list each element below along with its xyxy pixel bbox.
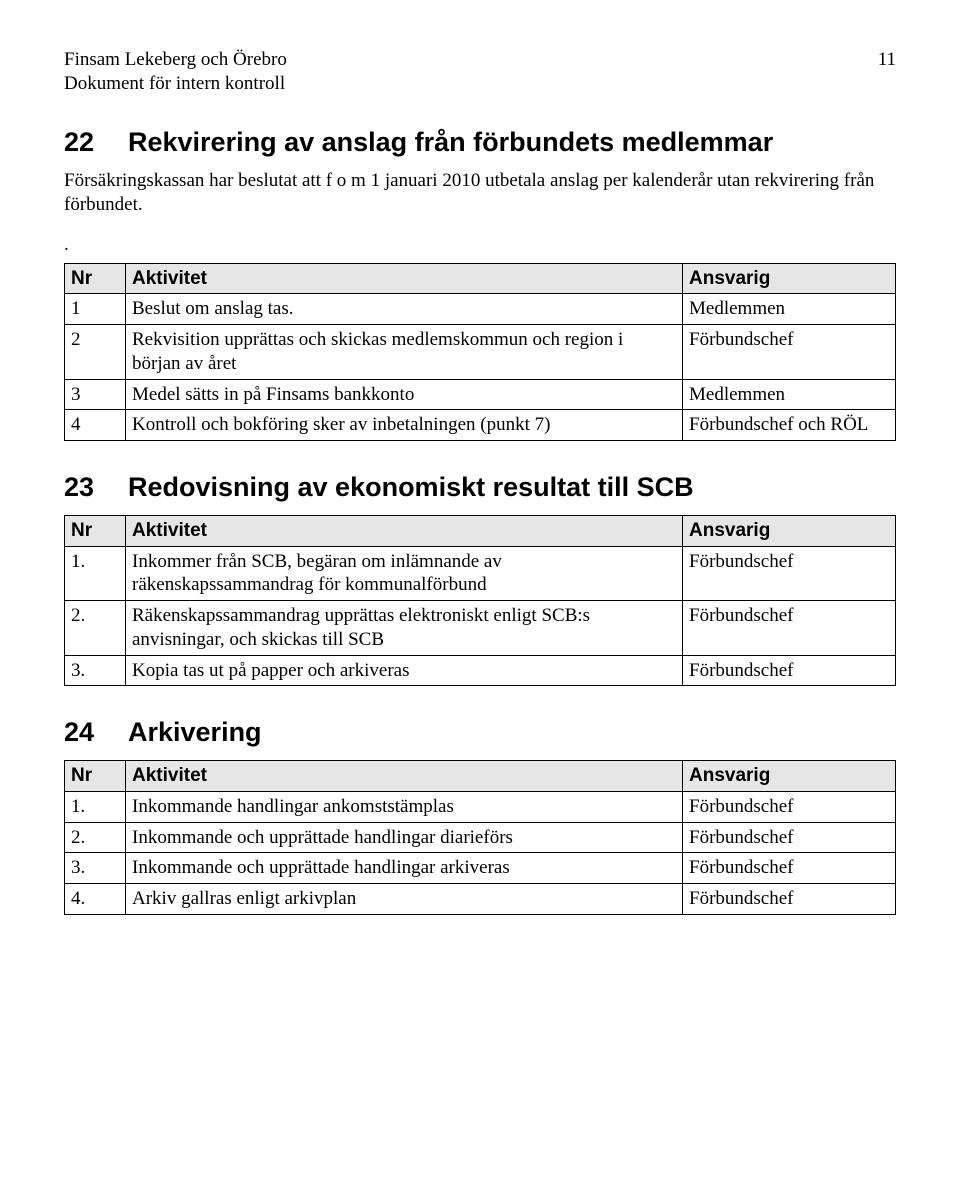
- header-line2: Dokument för intern kontroll: [64, 72, 287, 96]
- section-24-num: 24: [64, 716, 128, 750]
- section-22-paragraph: Försäkringskassan har beslutat att f o m…: [64, 169, 896, 217]
- page-number: 11: [878, 48, 896, 72]
- header-line1: Finsam Lekeberg och Örebro: [64, 48, 287, 72]
- cell-aktivitet: Kontroll och bokföring sker av inbetalni…: [126, 410, 683, 441]
- table-row: 1 Beslut om anslag tas. Medlemmen: [65, 294, 896, 325]
- header-left: Finsam Lekeberg och Örebro Dokument för …: [64, 48, 287, 96]
- cell-aktivitet: Arkiv gallras enligt arkivplan: [126, 884, 683, 915]
- cell-nr: 4.: [65, 884, 126, 915]
- section-22-dot: .: [64, 233, 896, 257]
- cell-aktivitet: Inkommande och upprättade handlingar ark…: [126, 853, 683, 884]
- section-22-title: 22 Rekvirering av anslag från förbundets…: [64, 126, 896, 160]
- cell-aktivitet: Räkenskapssammandrag upprättas elektroni…: [126, 601, 683, 656]
- cell-aktivitet: Inkommande handlingar ankomststämplas: [126, 791, 683, 822]
- cell-nr: 4: [65, 410, 126, 441]
- col-aktivitet: Aktivitet: [126, 515, 683, 546]
- table-row: 2. Räkenskapssammandrag upprättas elektr…: [65, 601, 896, 656]
- section-23-num: 23: [64, 471, 128, 505]
- cell-nr: 3: [65, 379, 126, 410]
- cell-nr: 1: [65, 294, 126, 325]
- cell-nr: 3.: [65, 853, 126, 884]
- cell-ansvarig: Medlemmen: [683, 294, 896, 325]
- cell-aktivitet: Medel sätts in på Finsams bankkonto: [126, 379, 683, 410]
- table-row: 1. Inkommer från SCB, begäran om inlämna…: [65, 546, 896, 601]
- col-ansvarig: Ansvarig: [683, 761, 896, 792]
- table-row: 4. Arkiv gallras enligt arkivplan Förbun…: [65, 884, 896, 915]
- table-header-row: Nr Aktivitet Ansvarig: [65, 515, 896, 546]
- cell-ansvarig: Förbundschef: [683, 791, 896, 822]
- cell-nr: 2: [65, 325, 126, 380]
- cell-nr: 2.: [65, 601, 126, 656]
- page-header: Finsam Lekeberg och Örebro Dokument för …: [64, 48, 896, 96]
- cell-aktivitet: Inkommande och upprättade handlingar dia…: [126, 822, 683, 853]
- cell-aktivitet: Beslut om anslag tas.: [126, 294, 683, 325]
- cell-nr: 2.: [65, 822, 126, 853]
- table-row: 3. Kopia tas ut på papper och arkiveras …: [65, 655, 896, 686]
- cell-nr: 3.: [65, 655, 126, 686]
- cell-ansvarig: Förbundschef: [683, 822, 896, 853]
- cell-ansvarig: Förbundschef och RÖL: [683, 410, 896, 441]
- section-24-heading: Arkivering: [128, 716, 262, 750]
- cell-ansvarig: Förbundschef: [683, 884, 896, 915]
- col-nr: Nr: [65, 263, 126, 294]
- cell-ansvarig: Förbundschef: [683, 325, 896, 380]
- cell-ansvarig: Förbundschef: [683, 655, 896, 686]
- col-aktivitet: Aktivitet: [126, 263, 683, 294]
- col-nr: Nr: [65, 515, 126, 546]
- table-row: 2. Inkommande och upprättade handlingar …: [65, 822, 896, 853]
- cell-ansvarig: Förbundschef: [683, 853, 896, 884]
- section-24-title: 24 Arkivering: [64, 716, 896, 750]
- cell-ansvarig: Förbundschef: [683, 601, 896, 656]
- table-row: 2 Rekvisition upprättas och skickas medl…: [65, 325, 896, 380]
- section-24-table: Nr Aktivitet Ansvarig 1. Inkommande hand…: [64, 760, 896, 915]
- section-23-table: Nr Aktivitet Ansvarig 1. Inkommer från S…: [64, 515, 896, 687]
- col-nr: Nr: [65, 761, 126, 792]
- cell-nr: 1.: [65, 791, 126, 822]
- table-row: 1. Inkommande handlingar ankomststämplas…: [65, 791, 896, 822]
- section-23-title: 23 Redovisning av ekonomiskt resultat ti…: [64, 471, 896, 505]
- table-row: 3 Medel sätts in på Finsams bankkonto Me…: [65, 379, 896, 410]
- cell-nr: 1.: [65, 546, 126, 601]
- table-row: 4 Kontroll och bokföring sker av inbetal…: [65, 410, 896, 441]
- table-row: 3. Inkommande och upprättade handlingar …: [65, 853, 896, 884]
- cell-aktivitet: Kopia tas ut på papper och arkiveras: [126, 655, 683, 686]
- cell-ansvarig: Medlemmen: [683, 379, 896, 410]
- col-aktivitet: Aktivitet: [126, 761, 683, 792]
- cell-ansvarig: Förbundschef: [683, 546, 896, 601]
- cell-aktivitet: Inkommer från SCB, begäran om inlämnande…: [126, 546, 683, 601]
- section-22-num: 22: [64, 126, 128, 160]
- col-ansvarig: Ansvarig: [683, 515, 896, 546]
- section-23-heading: Redovisning av ekonomiskt resultat till …: [128, 471, 694, 505]
- table-header-row: Nr Aktivitet Ansvarig: [65, 263, 896, 294]
- col-ansvarig: Ansvarig: [683, 263, 896, 294]
- cell-aktivitet: Rekvisition upprättas och skickas medlem…: [126, 325, 683, 380]
- section-22-table: Nr Aktivitet Ansvarig 1 Beslut om anslag…: [64, 263, 896, 442]
- section-22-heading: Rekvirering av anslag från förbundets me…: [128, 126, 773, 160]
- table-header-row: Nr Aktivitet Ansvarig: [65, 761, 896, 792]
